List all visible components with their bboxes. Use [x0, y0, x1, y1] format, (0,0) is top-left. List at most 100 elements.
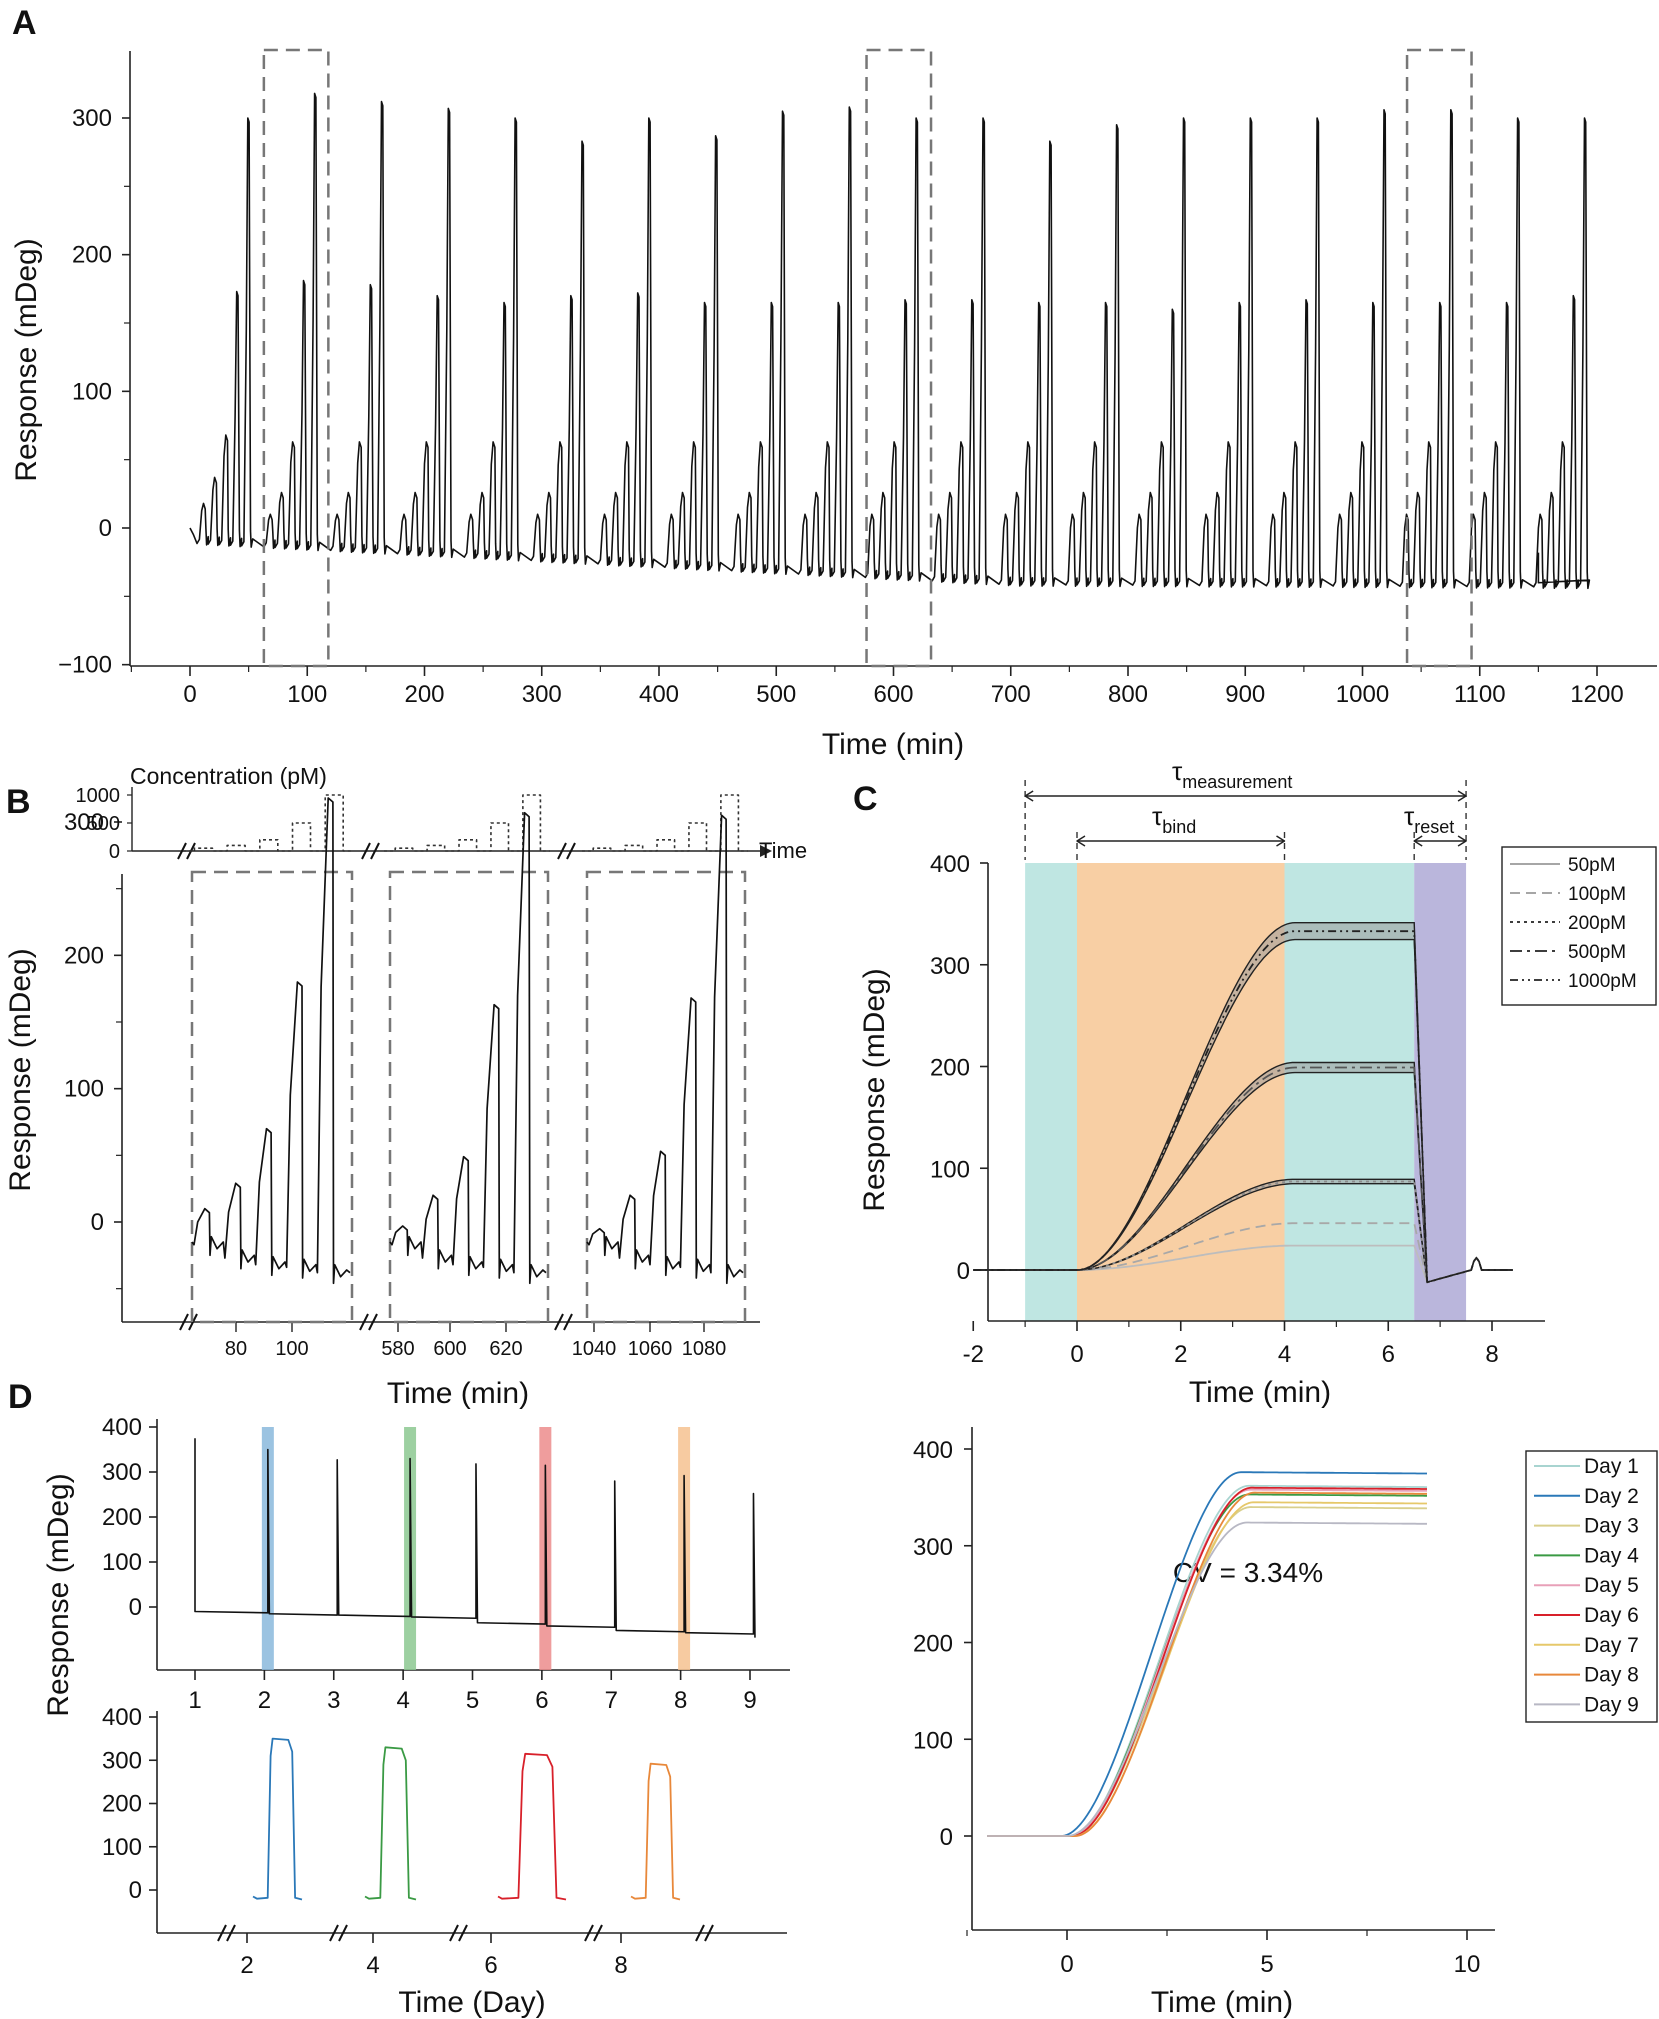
d-right-x-label: Time (min): [1151, 1986, 1293, 2019]
c-tau-measurement-arrow-head: [1457, 790, 1467, 802]
b-axis-break: [554, 1313, 573, 1331]
a-highlight-window: [1405, 48, 1473, 668]
d-right-ytick-label: 400: [913, 1437, 953, 1464]
c-legend-box: [1501, 846, 1657, 1006]
b-ytick-label: 200: [64, 942, 104, 969]
d-top-xtick-label: 6: [535, 1687, 548, 1714]
a-xtick-label: 600: [873, 681, 913, 708]
c-xtick-label: 8: [1485, 1341, 1498, 1368]
panel-a: A −100 0 100 200 300 0 100 200 300 400 500 600 700 800…: [10, 4, 1657, 761]
d-top-xtick-label: 4: [396, 1687, 409, 1714]
d-legend-label: Day 3: [1584, 1515, 1639, 1538]
c-tau-bind-arrow-head: [1276, 835, 1286, 847]
d-right-series-line: [987, 1486, 1427, 1837]
a-xtick-label: 500: [756, 681, 796, 708]
d-right-series-line: [987, 1493, 1427, 1837]
c-tau-bind-arrow-head: [1076, 835, 1086, 847]
c-tau-measurement-arrow-head: [1024, 790, 1034, 802]
d-legend-label: Day 7: [1584, 1634, 1639, 1657]
b-concentration-steps: [384, 794, 550, 852]
c-tau-reset-arrow-head: [1413, 835, 1423, 847]
b-xtick-label: 80: [225, 1338, 247, 1360]
d-bottom-ytick-label: 0: [129, 1877, 142, 1904]
a-response-trace: [189, 92, 1591, 590]
d-bottom-axis-break: [217, 1924, 236, 1942]
b-xtick-label: 1060: [628, 1338, 673, 1360]
a-xtick-label: 700: [991, 681, 1031, 708]
c-ytick-label: 0: [957, 1258, 970, 1285]
a-highlight-window: [262, 48, 330, 668]
b-xtick-label: 600: [433, 1338, 466, 1360]
d-legend-label: Day 8: [1584, 1664, 1639, 1687]
a-xtick-label: 200: [404, 681, 444, 708]
a-xtick-label: 900: [1225, 681, 1265, 708]
d-right-ytick-label: 0: [940, 1824, 953, 1851]
c-legend-label: 1000pM: [1568, 971, 1637, 992]
d-legend-label: Day 6: [1584, 1604, 1639, 1627]
d-bottom-xtick-label: 4: [366, 1952, 379, 1979]
d-top-xtick-label: 2: [258, 1687, 271, 1714]
b-conc-tick-label: 1000: [76, 785, 121, 807]
d-top-response-trace: [194, 1438, 756, 1638]
a-x-label: Time (min): [822, 728, 964, 761]
c-x-label: Time (min): [1189, 1376, 1331, 1409]
d-legend-label: Day 1: [1584, 1455, 1639, 1478]
b-axis-break: [359, 1313, 378, 1331]
a-ytick-label: 300: [72, 105, 112, 132]
panel-a-letter: A: [12, 4, 37, 42]
c-series-line: [973, 930, 1513, 1284]
c-ytick-label: 100: [930, 1156, 970, 1183]
c-tau-measurement-label: τmeasurement: [1172, 756, 1292, 792]
a-xtick-label: 1200: [1570, 681, 1623, 708]
b-conc-break: [557, 842, 576, 860]
b-xtick-label: 620: [489, 1338, 522, 1360]
a-ytick-label: 0: [99, 515, 112, 542]
a-xtick-label: 1100: [1454, 681, 1506, 708]
b-time-arrow: [760, 845, 772, 857]
d-bottom-trace: [497, 1752, 567, 1901]
d-top-xtick-label: 9: [743, 1687, 756, 1714]
b-ytick-label: 100: [64, 1076, 104, 1103]
c-y-label: Response (mDeg): [858, 968, 891, 1211]
d-top-xtick-label: 8: [674, 1687, 687, 1714]
c-series-band: [973, 922, 1513, 1284]
panel-c: C 0 100 200 300 400 -2 0 2 4 6 8 Time (min) Response …: [853, 756, 1657, 1409]
d-top-xtick-label: 5: [466, 1687, 479, 1714]
b-window-box: [190, 870, 354, 1324]
d-right-series-line: [987, 1491, 1427, 1837]
c-xtick-label: 0: [1070, 1341, 1083, 1368]
b-xtick-label: 1080: [682, 1338, 727, 1360]
c-xtick-label: -2: [963, 1341, 984, 1368]
d-right-xtick-label: 5: [1260, 1951, 1273, 1978]
b-concentration-steps: [183, 794, 353, 852]
d-right-xtick-label: 0: [1060, 1951, 1073, 1978]
d-bottom-ytick-label: 100: [102, 1834, 142, 1861]
a-ytick-label: 100: [72, 378, 112, 405]
d-bottom-ytick-label: 200: [102, 1791, 142, 1818]
a-xtick-label: 300: [522, 681, 562, 708]
d-top-ytick-label: 200: [102, 1504, 142, 1531]
b-x-label: Time (min): [387, 1377, 529, 1410]
d-bottom-trace: [630, 1762, 681, 1901]
panel-d-letter: D: [8, 1378, 33, 1416]
d-right-series-line: [987, 1521, 1427, 1837]
panel-b-letter: B: [6, 783, 31, 821]
d-right-xtick-label: 10: [1454, 1951, 1481, 1978]
d-bottom-axis-break: [695, 1924, 714, 1942]
d-top-xtick-label: 7: [605, 1687, 618, 1714]
b-xtick-label: 1040: [572, 1338, 617, 1360]
d-right-ytick-label: 300: [913, 1534, 953, 1561]
d-y-label: Response (mDeg): [42, 1473, 75, 1716]
c-xtick-label: 6: [1382, 1341, 1395, 1368]
c-ytick-label: 200: [930, 1055, 970, 1082]
a-xtick-label: 0: [183, 681, 196, 708]
d-right-ytick-label: 200: [913, 1631, 953, 1658]
c-legend-label: 50pM: [1568, 855, 1616, 876]
d-bottom-axis-break: [329, 1924, 348, 1942]
b-response-trace: [389, 811, 547, 1285]
b-xtick-label: 100: [275, 1338, 308, 1360]
b-window-box: [388, 870, 550, 1324]
d-top-ytick-label: 0: [129, 1594, 142, 1621]
d-bottom-x-label: Time (Day): [398, 1986, 545, 2019]
b-y-label: Response (mDeg): [4, 948, 37, 1191]
